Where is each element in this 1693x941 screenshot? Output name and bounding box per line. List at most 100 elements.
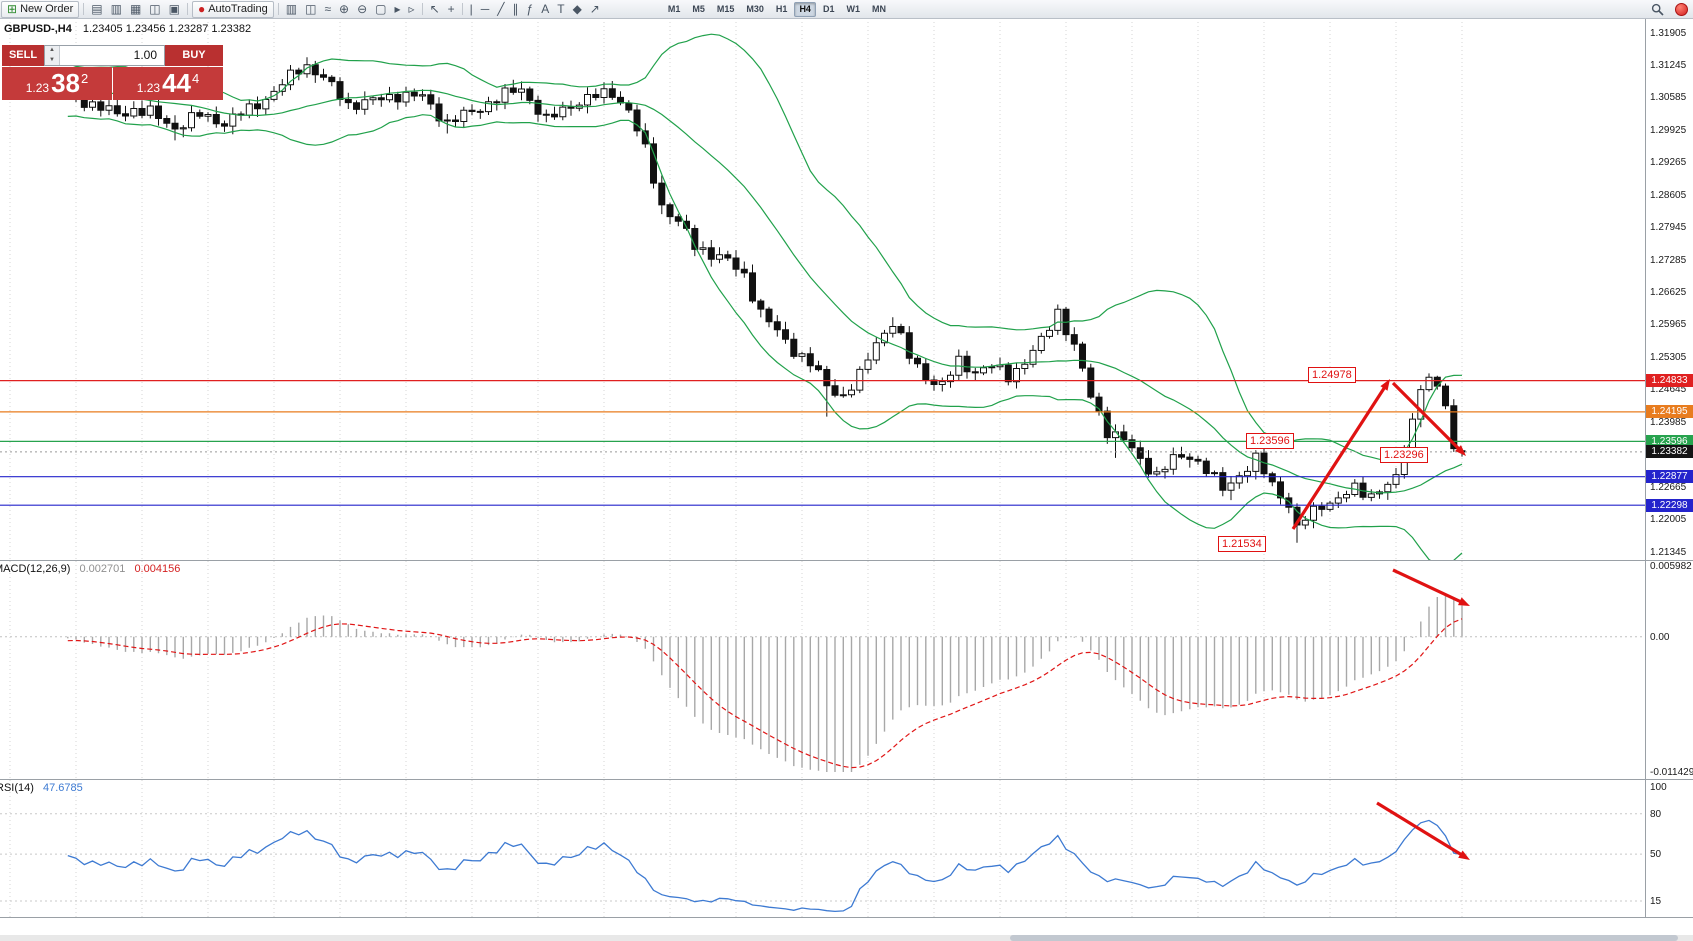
trendline-icon-glyph: ╱ [497, 1, 505, 16]
vertical-line-icon[interactable]: | [467, 2, 476, 17]
volume-spinner[interactable]: ▲ ▼ [45, 46, 60, 65]
rsi-axis-label: 80 [1650, 808, 1662, 820]
terminal-icon[interactable]: ▣ [166, 2, 183, 17]
timeframe-m5-button[interactable]: M5 [692, 3, 705, 14]
bar-chart-icon-glyph: ▥ [285, 1, 298, 16]
market-watch-icon[interactable]: ▦ [127, 2, 144, 17]
sell-price-pips: 38 [51, 68, 81, 98]
sell-button[interactable]: SELL [2, 45, 44, 66]
vertical-line-icon-glyph: | [469, 1, 473, 16]
toolbar-separator [421, 3, 423, 15]
chart-window-icon[interactable]: ▤ [88, 2, 105, 17]
timeframe-m1-button[interactable]: M1 [667, 3, 681, 14]
zoom-out-icon[interactable]: ⊖ [354, 2, 370, 17]
price-level-badge[interactable]: 1.23596 [1646, 434, 1693, 448]
chart-window-icon-glyph: ▤ [91, 1, 103, 16]
zoom-out-icon-glyph: ⊖ [357, 1, 368, 16]
line-chart-icon-glyph: ≈ [324, 1, 332, 16]
price-tick-label: 1.31245 [1650, 59, 1687, 71]
macd-axis-label: -0.011429 [1650, 767, 1693, 778]
navigator-icon-glyph: ◫ [149, 1, 161, 16]
main-toolbar: ⊞ New Order ▤ ▥ ▦ ◫ ▣ ● AutoTrading ▥ ◫ ≈ ⊕ ⊖ ▢ ▸ ▹ ↖ + | ─ ╱… [0, 0, 1693, 19]
panel-separator-rsi[interactable] [0, 779, 1693, 780]
new-order-button[interactable]: ⊞ New Order [1, 0, 80, 18]
crosshair-icon[interactable]: + [445, 2, 458, 17]
bar-chart-icon[interactable]: ▥ [283, 2, 300, 17]
time-axis[interactable]: pr 20227 Apr 16:0011 Apr 00:0012 Apr 08:… [0, 917, 1693, 935]
line-chart-icon[interactable]: ≈ [321, 2, 334, 17]
label-icon-glyph: T [557, 1, 565, 16]
profiles-icon[interactable]: ▥ [108, 2, 125, 17]
toolbar-separator [277, 3, 279, 15]
chart-shift-icon-glyph: ▹ [408, 1, 415, 16]
label-icon[interactable]: T [554, 2, 567, 17]
timeframe-mn-button[interactable]: MN [871, 3, 886, 14]
timeframe-m30-button[interactable]: M30 [746, 3, 764, 14]
price-tick-label: 1.22665 [1650, 481, 1687, 493]
magnifier-glyph [1651, 3, 1664, 16]
cursor-icon[interactable]: ↖ [427, 2, 443, 17]
price-level-badge[interactable]: 1.22298 [1646, 498, 1693, 512]
rsi-axis-label: 100 [1650, 782, 1667, 793]
shapes-icon[interactable]: ◆ [570, 2, 585, 17]
candlestick-chart-icon-glyph: ◫ [305, 1, 317, 16]
buy-price-tile[interactable]: 1.23 44 4 [113, 67, 223, 100]
panel-separator-macd[interactable] [0, 560, 1693, 561]
scrollbar-thumb[interactable] [1010, 935, 1678, 941]
horizontal-line-icon[interactable]: ─ [478, 2, 493, 17]
volume-value[interactable]: 1.00 [133, 48, 157, 62]
buy-button[interactable]: BUY [165, 45, 223, 66]
volume-spin-up-icon[interactable]: ▲ [45, 46, 59, 56]
sell-price-prefix: 1.23 [25, 81, 50, 95]
price-annotation-label[interactable]: 1.21534 [1218, 536, 1266, 552]
navigator-icon[interactable]: ◫ [146, 2, 163, 17]
autotrading-button[interactable]: ● AutoTrading [191, 0, 274, 18]
sell-price-tile[interactable]: 1.23 38 2 [2, 67, 112, 100]
rsi-panel-canvas[interactable] [0, 780, 1693, 917]
symbol-period-label: GBPUSD-,H4 [4, 23, 72, 35]
fibonacci-icon[interactable]: ƒ [524, 2, 537, 17]
terminal-icon-glyph: ▣ [168, 1, 180, 16]
search-icon[interactable] [1648, 2, 1667, 17]
timeframe-w1-button[interactable]: W1 [846, 3, 860, 14]
price-level-badge[interactable]: 1.24195 [1646, 405, 1693, 419]
chart-shift-icon[interactable]: ▹ [406, 2, 418, 17]
price-level-badge[interactable]: 1.24833 [1646, 374, 1693, 388]
tile-windows-icon-glyph: ▢ [375, 1, 387, 16]
price-tick-label: 1.28605 [1650, 189, 1687, 201]
macd-panel-canvas[interactable] [0, 561, 1693, 779]
price-tick-label: 1.29925 [1650, 124, 1687, 136]
toolbar-separator [83, 3, 85, 15]
market-watch-icon-glyph: ▦ [129, 1, 142, 16]
arrows-icon[interactable]: ↗ [587, 2, 603, 17]
buy-price-prefix: 1.23 [136, 81, 161, 95]
price-tick-label: 1.27285 [1650, 254, 1687, 266]
volume-field[interactable]: ▲ ▼ 1.00 [44, 45, 165, 66]
rsi-axis-label: 15 [1650, 896, 1662, 907]
autotrading-button-label: AutoTrading [208, 3, 268, 15]
equidistant-channel-icon[interactable]: ∥ [510, 2, 522, 17]
price-annotation-label[interactable]: 1.23296 [1380, 447, 1428, 463]
zoom-in-icon[interactable]: ⊕ [336, 2, 352, 17]
sell-price-point: 2 [81, 70, 89, 86]
price-tick-label: 1.25965 [1650, 319, 1687, 331]
timeframe-h1-button[interactable]: H1 [775, 3, 788, 14]
price-level-badge[interactable]: 1.22877 [1646, 470, 1693, 484]
timeframe-m15-button[interactable]: M15 [716, 3, 735, 14]
timeframe-d1-button[interactable]: D1 [822, 3, 835, 14]
auto-scroll-icon[interactable]: ▸ [392, 2, 404, 17]
tile-windows-icon[interactable]: ▢ [372, 2, 389, 17]
toolbar-separator [186, 3, 188, 15]
text-icon[interactable]: A [538, 2, 552, 17]
price-annotation-label[interactable]: 1.23596 [1246, 433, 1294, 449]
buy-price-point: 4 [192, 70, 200, 86]
volume-spin-down-icon[interactable]: ▼ [45, 55, 59, 65]
price-annotation-label[interactable]: 1.24978 [1308, 367, 1356, 383]
main-chart-canvas[interactable] [0, 18, 1693, 560]
trendline-icon[interactable]: ╱ [494, 2, 507, 17]
timeframe-h4-button[interactable]: H4 [794, 1, 816, 17]
ohlc-readout: 1.23405 1.23456 1.23287 1.23382 [82, 23, 252, 35]
candlestick-chart-icon[interactable]: ◫ [302, 2, 319, 17]
chart-scrollbar[interactable] [0, 935, 1693, 941]
